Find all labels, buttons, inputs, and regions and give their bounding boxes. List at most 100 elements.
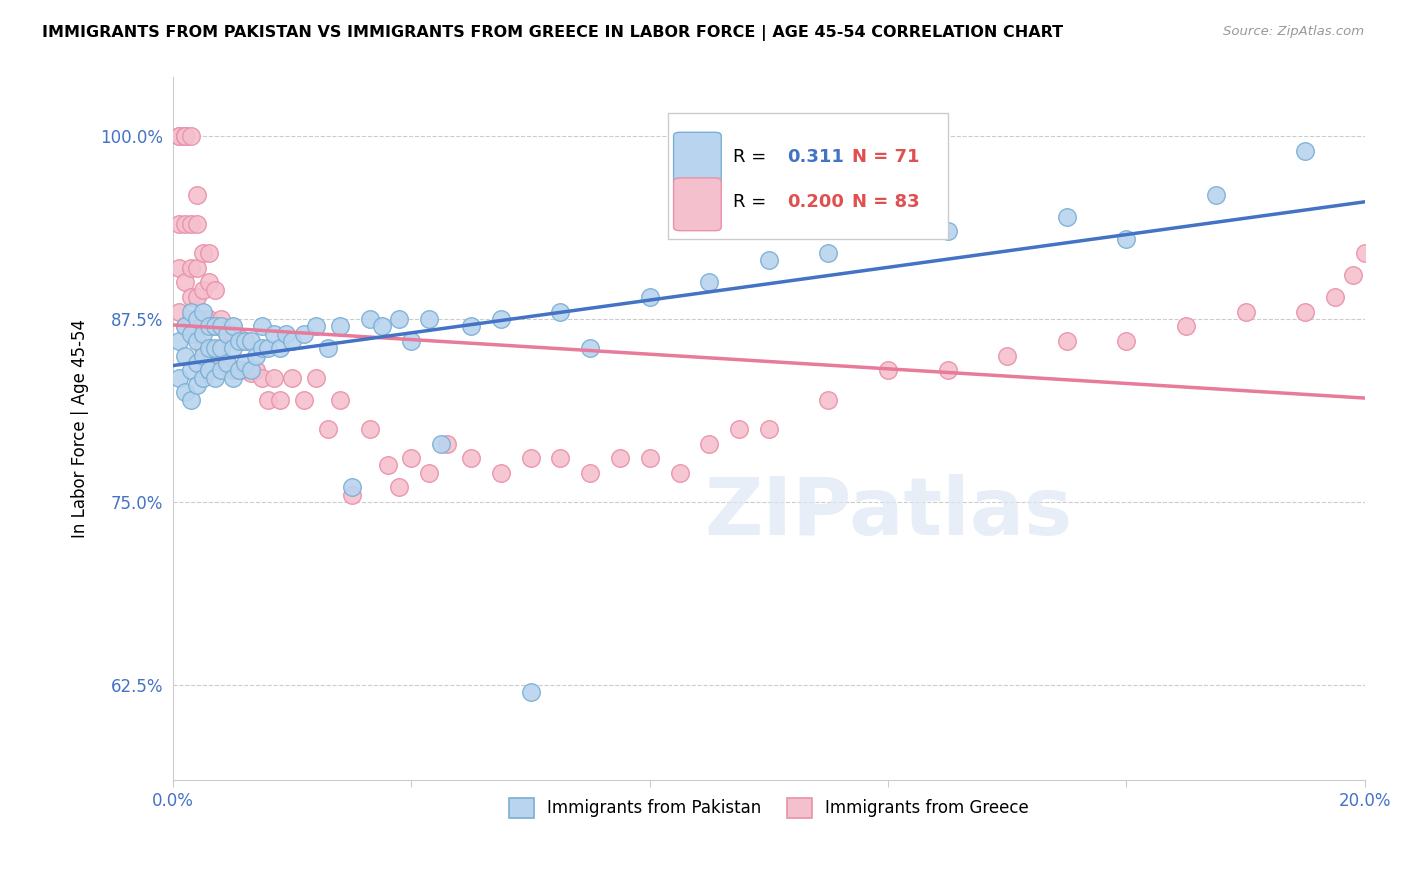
- Point: [292, 326, 315, 341]
- Point: [186, 187, 208, 202]
- Text: 0.311: 0.311: [787, 148, 844, 166]
- Point: [180, 326, 202, 341]
- Point: [489, 466, 512, 480]
- Point: [221, 319, 243, 334]
- Point: [204, 370, 226, 384]
- Point: [209, 312, 232, 326]
- Point: [263, 326, 285, 341]
- Point: [186, 356, 208, 370]
- Point: [174, 319, 197, 334]
- Point: [252, 319, 274, 334]
- Point: [167, 128, 190, 143]
- Point: [167, 128, 190, 143]
- Point: [180, 290, 202, 304]
- Point: [245, 363, 267, 377]
- Point: [936, 363, 959, 377]
- Point: [233, 334, 256, 348]
- Point: [191, 283, 214, 297]
- Point: [233, 356, 256, 370]
- Point: [191, 342, 214, 356]
- FancyBboxPatch shape: [673, 132, 721, 185]
- Point: [1056, 334, 1078, 348]
- Point: [180, 217, 202, 231]
- Point: [1294, 304, 1316, 318]
- Point: [174, 128, 197, 143]
- Point: [550, 304, 572, 318]
- Point: [668, 466, 690, 480]
- Point: [191, 246, 214, 260]
- Point: [579, 466, 602, 480]
- FancyBboxPatch shape: [673, 178, 721, 231]
- Point: [221, 370, 243, 384]
- Point: [1341, 268, 1364, 282]
- Point: [699, 276, 721, 290]
- Point: [460, 451, 482, 466]
- Point: [198, 312, 221, 326]
- Point: [269, 392, 291, 407]
- Point: [215, 356, 238, 370]
- Point: [191, 326, 214, 341]
- Point: [936, 224, 959, 238]
- Point: [377, 458, 399, 473]
- Point: [418, 312, 440, 326]
- Point: [174, 217, 197, 231]
- Point: [174, 128, 197, 143]
- Point: [728, 422, 751, 436]
- Point: [186, 217, 208, 231]
- Point: [167, 304, 190, 318]
- Point: [340, 480, 363, 494]
- Point: [204, 319, 226, 334]
- Point: [167, 370, 190, 384]
- Point: [263, 370, 285, 384]
- Point: [209, 342, 232, 356]
- Point: [817, 392, 839, 407]
- Point: [191, 304, 214, 318]
- Point: [180, 128, 202, 143]
- Point: [204, 319, 226, 334]
- Point: [316, 342, 339, 356]
- Text: N = 83: N = 83: [852, 194, 920, 211]
- Point: [186, 312, 208, 326]
- Point: [359, 312, 381, 326]
- Point: [198, 342, 221, 356]
- Point: [186, 290, 208, 304]
- Point: [817, 246, 839, 260]
- Point: [209, 319, 232, 334]
- Point: [186, 260, 208, 275]
- Point: [519, 451, 541, 466]
- Point: [1294, 144, 1316, 158]
- Point: [609, 451, 631, 466]
- Point: [228, 363, 250, 377]
- Point: [1323, 290, 1346, 304]
- Point: [1115, 231, 1137, 245]
- Point: [198, 363, 221, 377]
- Point: [370, 319, 392, 334]
- Point: [340, 488, 363, 502]
- Point: [239, 363, 262, 377]
- Point: [316, 422, 339, 436]
- Point: [174, 349, 197, 363]
- Point: [198, 342, 221, 356]
- Point: [204, 349, 226, 363]
- Point: [292, 392, 315, 407]
- Point: [204, 342, 226, 356]
- Point: [221, 363, 243, 377]
- Point: [180, 363, 202, 377]
- Point: [180, 392, 202, 407]
- Point: [233, 363, 256, 377]
- Text: 0.200: 0.200: [787, 194, 844, 211]
- Point: [167, 334, 190, 348]
- Y-axis label: In Labor Force | Age 45-54: In Labor Force | Age 45-54: [72, 319, 89, 539]
- Point: [215, 326, 238, 341]
- Text: N = 71: N = 71: [852, 148, 920, 166]
- Point: [228, 334, 250, 348]
- Point: [198, 319, 221, 334]
- Point: [1354, 246, 1376, 260]
- Point: [359, 422, 381, 436]
- Point: [1205, 187, 1227, 202]
- Point: [305, 319, 328, 334]
- Point: [239, 366, 262, 380]
- Text: Source: ZipAtlas.com: Source: ZipAtlas.com: [1223, 25, 1364, 38]
- Point: [186, 334, 208, 348]
- Point: [329, 319, 352, 334]
